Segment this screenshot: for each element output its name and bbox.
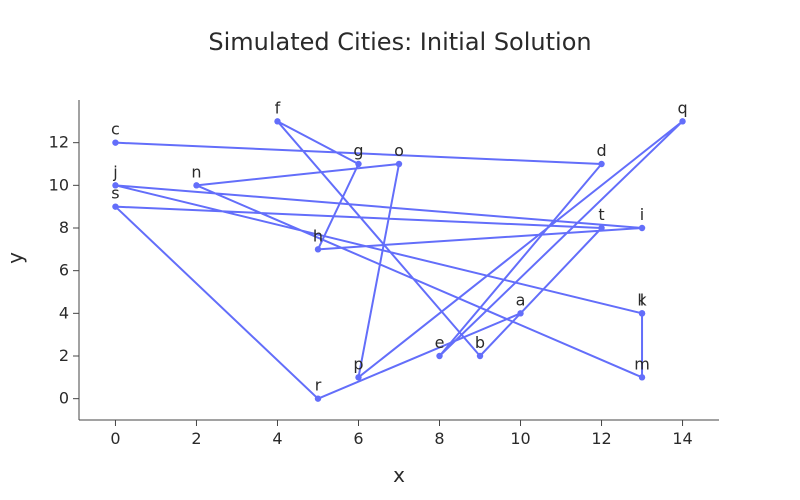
city-point-r	[314, 395, 322, 402]
city-label-q: q	[677, 98, 687, 117]
city-point-e	[436, 352, 443, 360]
x-tick-label: 8	[434, 429, 444, 448]
x-tick-label: 12	[591, 429, 611, 448]
city-point-m	[638, 374, 646, 381]
cities-layer	[112, 118, 686, 402]
y-tick-label: 10	[49, 175, 69, 194]
y-axis-label: y	[3, 252, 27, 264]
city-label-f: f	[275, 98, 281, 117]
y-tick-label: 2	[59, 346, 69, 365]
city-label-p: p	[353, 354, 363, 373]
city-label-m: m	[634, 354, 650, 373]
city-point-o	[395, 160, 403, 168]
city-label-d: d	[596, 141, 606, 160]
x-tick-label: 0	[110, 429, 120, 448]
city-label-h: h	[313, 226, 323, 245]
y-tick-label: 12	[49, 133, 69, 152]
x-tick-label: 14	[672, 429, 692, 448]
city-point-a	[517, 310, 524, 317]
city-point-g	[355, 160, 362, 168]
city-point-d	[598, 160, 605, 168]
city-point-h	[314, 246, 322, 253]
city-point-j	[112, 182, 119, 189]
x-axis-ticks: 0 2 4 6 8 10 12 14	[110, 420, 693, 448]
city-label-n: n	[191, 162, 201, 181]
city-label-l: l	[640, 290, 644, 309]
city-label-s: s	[111, 184, 119, 203]
x-tick-label: 6	[353, 429, 363, 448]
x-tick-label: 10	[510, 429, 530, 448]
city-label-j: j	[112, 162, 117, 181]
city-point-s	[112, 203, 119, 210]
city-point-b	[476, 352, 484, 360]
y-tick-label: 0	[59, 389, 69, 408]
y-tick-label: 4	[59, 303, 69, 322]
city-point-t	[598, 224, 605, 232]
x-tick-label: 4	[272, 429, 282, 448]
city-point-k	[638, 310, 646, 317]
x-axis-label: x	[393, 463, 405, 487]
city-label-b: b	[475, 333, 485, 352]
city-label-a: a	[516, 290, 526, 309]
city-point-n	[193, 182, 200, 189]
city-label-e: e	[435, 333, 445, 352]
city-point-c	[112, 139, 119, 146]
city-point-p	[355, 374, 362, 381]
city-labels-layer: c d e q p o n m lk j i h g f b t s r a	[111, 98, 688, 394]
city-label-r: r	[315, 376, 322, 395]
x-tick-label: 2	[191, 429, 201, 448]
city-point-i	[638, 224, 646, 232]
city-label-o: o	[394, 141, 404, 160]
city-label-i: i	[640, 205, 644, 224]
city-label-c: c	[111, 120, 120, 139]
city-point-q	[679, 118, 686, 125]
chart-title: Simulated Cities: Initial Solution	[208, 28, 591, 56]
y-tick-label: 6	[59, 261, 69, 280]
city-label-k: k	[637, 290, 647, 309]
city-label-g: g	[353, 141, 363, 160]
city-label-t: t	[598, 205, 604, 224]
city-point-f	[274, 118, 281, 125]
y-tick-label: 8	[59, 218, 69, 237]
y-axis-ticks: 0 2 4 6 8 10 12	[49, 133, 79, 408]
